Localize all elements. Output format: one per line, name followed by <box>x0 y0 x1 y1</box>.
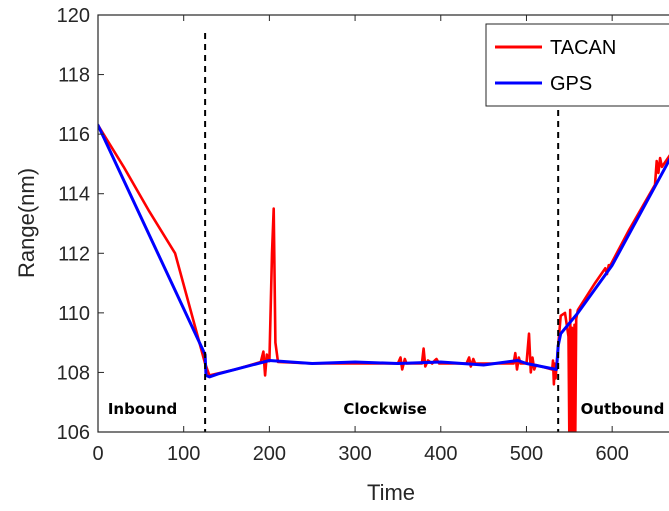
x-tick-label: 600 <box>595 443 628 465</box>
legend-box <box>485 23 669 107</box>
x-tick-label: 100 <box>167 443 200 465</box>
legend-tacan-label: TACAN <box>550 37 616 59</box>
annotation-layer: Inbound Clockwise Outbound <box>108 400 664 418</box>
y-tick-label: 118 <box>58 65 90 87</box>
y-tick-label: 116 <box>58 124 90 146</box>
x-tick-label: 200 <box>253 443 286 465</box>
series-line-gps <box>98 123 669 379</box>
y-tick-label: 112 <box>58 243 90 265</box>
x-tick-label: 0 <box>92 443 103 465</box>
y-tick-label: 106 <box>57 422 90 444</box>
legend: TACAN GPS <box>485 23 669 107</box>
series-layer <box>98 123 669 432</box>
plot-box <box>97 14 669 433</box>
legend-gps-label: GPS <box>550 73 592 95</box>
y-tick-label: 108 <box>57 362 90 384</box>
x-tick-label: 400 <box>424 443 457 465</box>
tick-layer: 0 100 200 300 400 500 600 106 108 110 112 114 116 118… <box>57 5 629 465</box>
x-tick-label: 300 <box>338 443 371 465</box>
y-tick-label: 120 <box>57 5 90 27</box>
x-axis-label: Time <box>367 480 415 505</box>
x-tick-label: 500 <box>510 443 543 465</box>
y-tick-label: 110 <box>58 303 90 325</box>
phase-label-clockwise: Clockwise <box>343 400 426 418</box>
series-line-tacan <box>98 123 669 432</box>
phase-label-inbound: Inbound <box>108 400 177 418</box>
y-axis-label: Range(nm) <box>14 168 39 278</box>
phase-label-outbound: Outbound <box>581 400 665 418</box>
y-tick-label: 114 <box>58 184 90 206</box>
